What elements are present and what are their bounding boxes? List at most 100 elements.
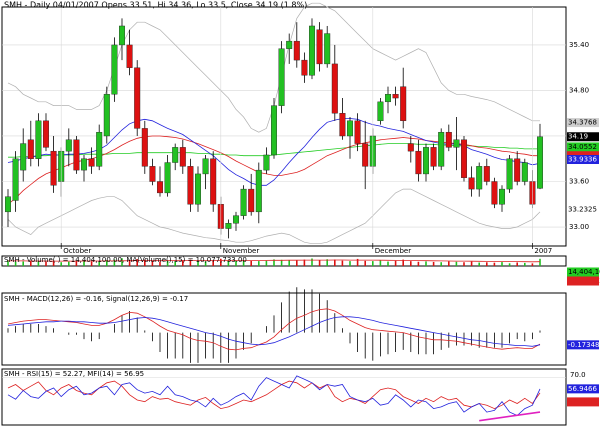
candle-body [111, 44, 118, 95]
volume-ma-value-label: 10,077,733 [568, 277, 600, 285]
candle-body [156, 181, 163, 194]
candle-body [491, 181, 498, 205]
macd-line [7, 308, 541, 351]
macd-header: SMH - MACD(12,26) = -0.16, Signal(12,26,… [4, 295, 188, 303]
date-axis-labels: October November December 2007 [60, 7, 552, 255]
candle-body [461, 139, 468, 178]
candle-body [499, 188, 506, 205]
price-panel-frame [1, 6, 567, 247]
candle-body [301, 59, 308, 76]
candle-body [248, 188, 255, 213]
mfi-line [7, 375, 541, 416]
candle-body [126, 44, 133, 68]
price-value-label: 34.3768 [568, 119, 597, 127]
candle-body [468, 177, 475, 190]
volume-panel: 14,404,10010,077,733 SMH - Volume( ) = 1… [1, 255, 600, 286]
candle-body [80, 158, 87, 171]
macd-lines [7, 308, 541, 351]
candle-body [118, 25, 125, 46]
candle-body [430, 147, 437, 167]
price-value-label: 33.9336 [568, 156, 597, 164]
bollinger-lower [7, 188, 541, 245]
date-label: December [375, 247, 411, 255]
candle-body [232, 215, 239, 224]
candle-body [453, 139, 460, 148]
rsi-header: SMH - RSI(15) = 52.27, MFI(14) = 56.95 [4, 370, 144, 378]
candle-body [20, 143, 27, 171]
price-value-label-box [567, 142, 599, 152]
macd-panel: -0.17348 SMH - MACD(12,26) = -0.16, Sign… [1, 287, 599, 366]
rsi-line [7, 380, 541, 410]
price-header: SMH - Daily 04/01/2007 Opens 33.51, Hi 3… [4, 1, 307, 10]
candle-body [537, 136, 544, 189]
candle-body [438, 131, 445, 167]
price-tick-label: 33.00 [569, 223, 589, 231]
candle-body [255, 169, 262, 213]
candle-body [35, 120, 42, 159]
macd-histogram [7, 287, 541, 363]
candle-body [362, 143, 369, 167]
candle-body [240, 188, 247, 216]
macd-signal-line [7, 316, 541, 347]
candle-body [210, 158, 217, 205]
volume-value-labels: 14,404,10010,077,733 [567, 267, 600, 286]
candle-body [271, 105, 278, 156]
rsi-panel: 56.9466 52.2691 SMH - RSI(15) = 52.27, MF… [1, 368, 599, 426]
candle-body [483, 166, 490, 182]
candle-body [392, 94, 399, 99]
date-label: 2007 [534, 247, 552, 255]
candle-body [286, 40, 293, 49]
date-label: November [223, 247, 260, 255]
candle-body [149, 166, 156, 182]
candle-body [194, 173, 201, 205]
macd-value-labels: -0.17348 [567, 340, 599, 350]
candle-body [278, 48, 285, 106]
rsi-panel-frame [1, 368, 567, 426]
volume-value-label: 14,404,100 [568, 268, 600, 276]
macd-panel-frame [1, 292, 567, 366]
candle-body [354, 120, 361, 144]
price-tick-label: 33.60 [569, 178, 589, 186]
candle-body [331, 63, 338, 114]
candle-body [347, 120, 354, 137]
candle-body [4, 196, 11, 213]
date-label: October [63, 247, 91, 255]
volume-panel-frame [1, 255, 567, 267]
candle-body [65, 139, 72, 152]
candle-body [385, 94, 392, 103]
rsi-value-label: 52.2691 [568, 398, 597, 406]
macd-value-label: -0.17348 [568, 341, 599, 349]
candle-body [103, 94, 110, 137]
candle-body [293, 40, 300, 61]
candle-body [141, 128, 148, 167]
volume-value-label-box [567, 267, 599, 277]
candle-body [521, 162, 528, 182]
price-value-label-box [567, 204, 599, 214]
macd-value-label-box [567, 340, 599, 350]
candle-body [423, 147, 430, 175]
candle-body [476, 166, 483, 190]
candle-body [202, 158, 209, 175]
candle-body [445, 131, 452, 148]
candle-body [43, 120, 50, 148]
candle-body [407, 143, 414, 152]
price-tick-label: 34.80 [569, 86, 589, 94]
candle-body [96, 131, 103, 167]
price-value-label: 34.0552 [568, 143, 597, 151]
price-tick-label: 35.40 [569, 41, 589, 49]
candle-body [324, 33, 331, 65]
candle-body [172, 147, 179, 163]
candle-body [309, 25, 316, 76]
candle-body [12, 158, 19, 201]
price-value-label-box [567, 132, 599, 142]
volume-header: SMH - Volume( ) = 14,404,100.00, MA(Volu… [4, 256, 247, 264]
candle-body [263, 154, 270, 171]
mfi-value-label-box [567, 384, 599, 394]
mfi-value-label: 56.9466 [568, 385, 597, 393]
candle-body [316, 29, 323, 65]
price-value-label-box [567, 155, 599, 165]
volume-ma-value-label-box [567, 276, 599, 286]
candle-body [134, 67, 141, 129]
candle-body [88, 158, 95, 167]
